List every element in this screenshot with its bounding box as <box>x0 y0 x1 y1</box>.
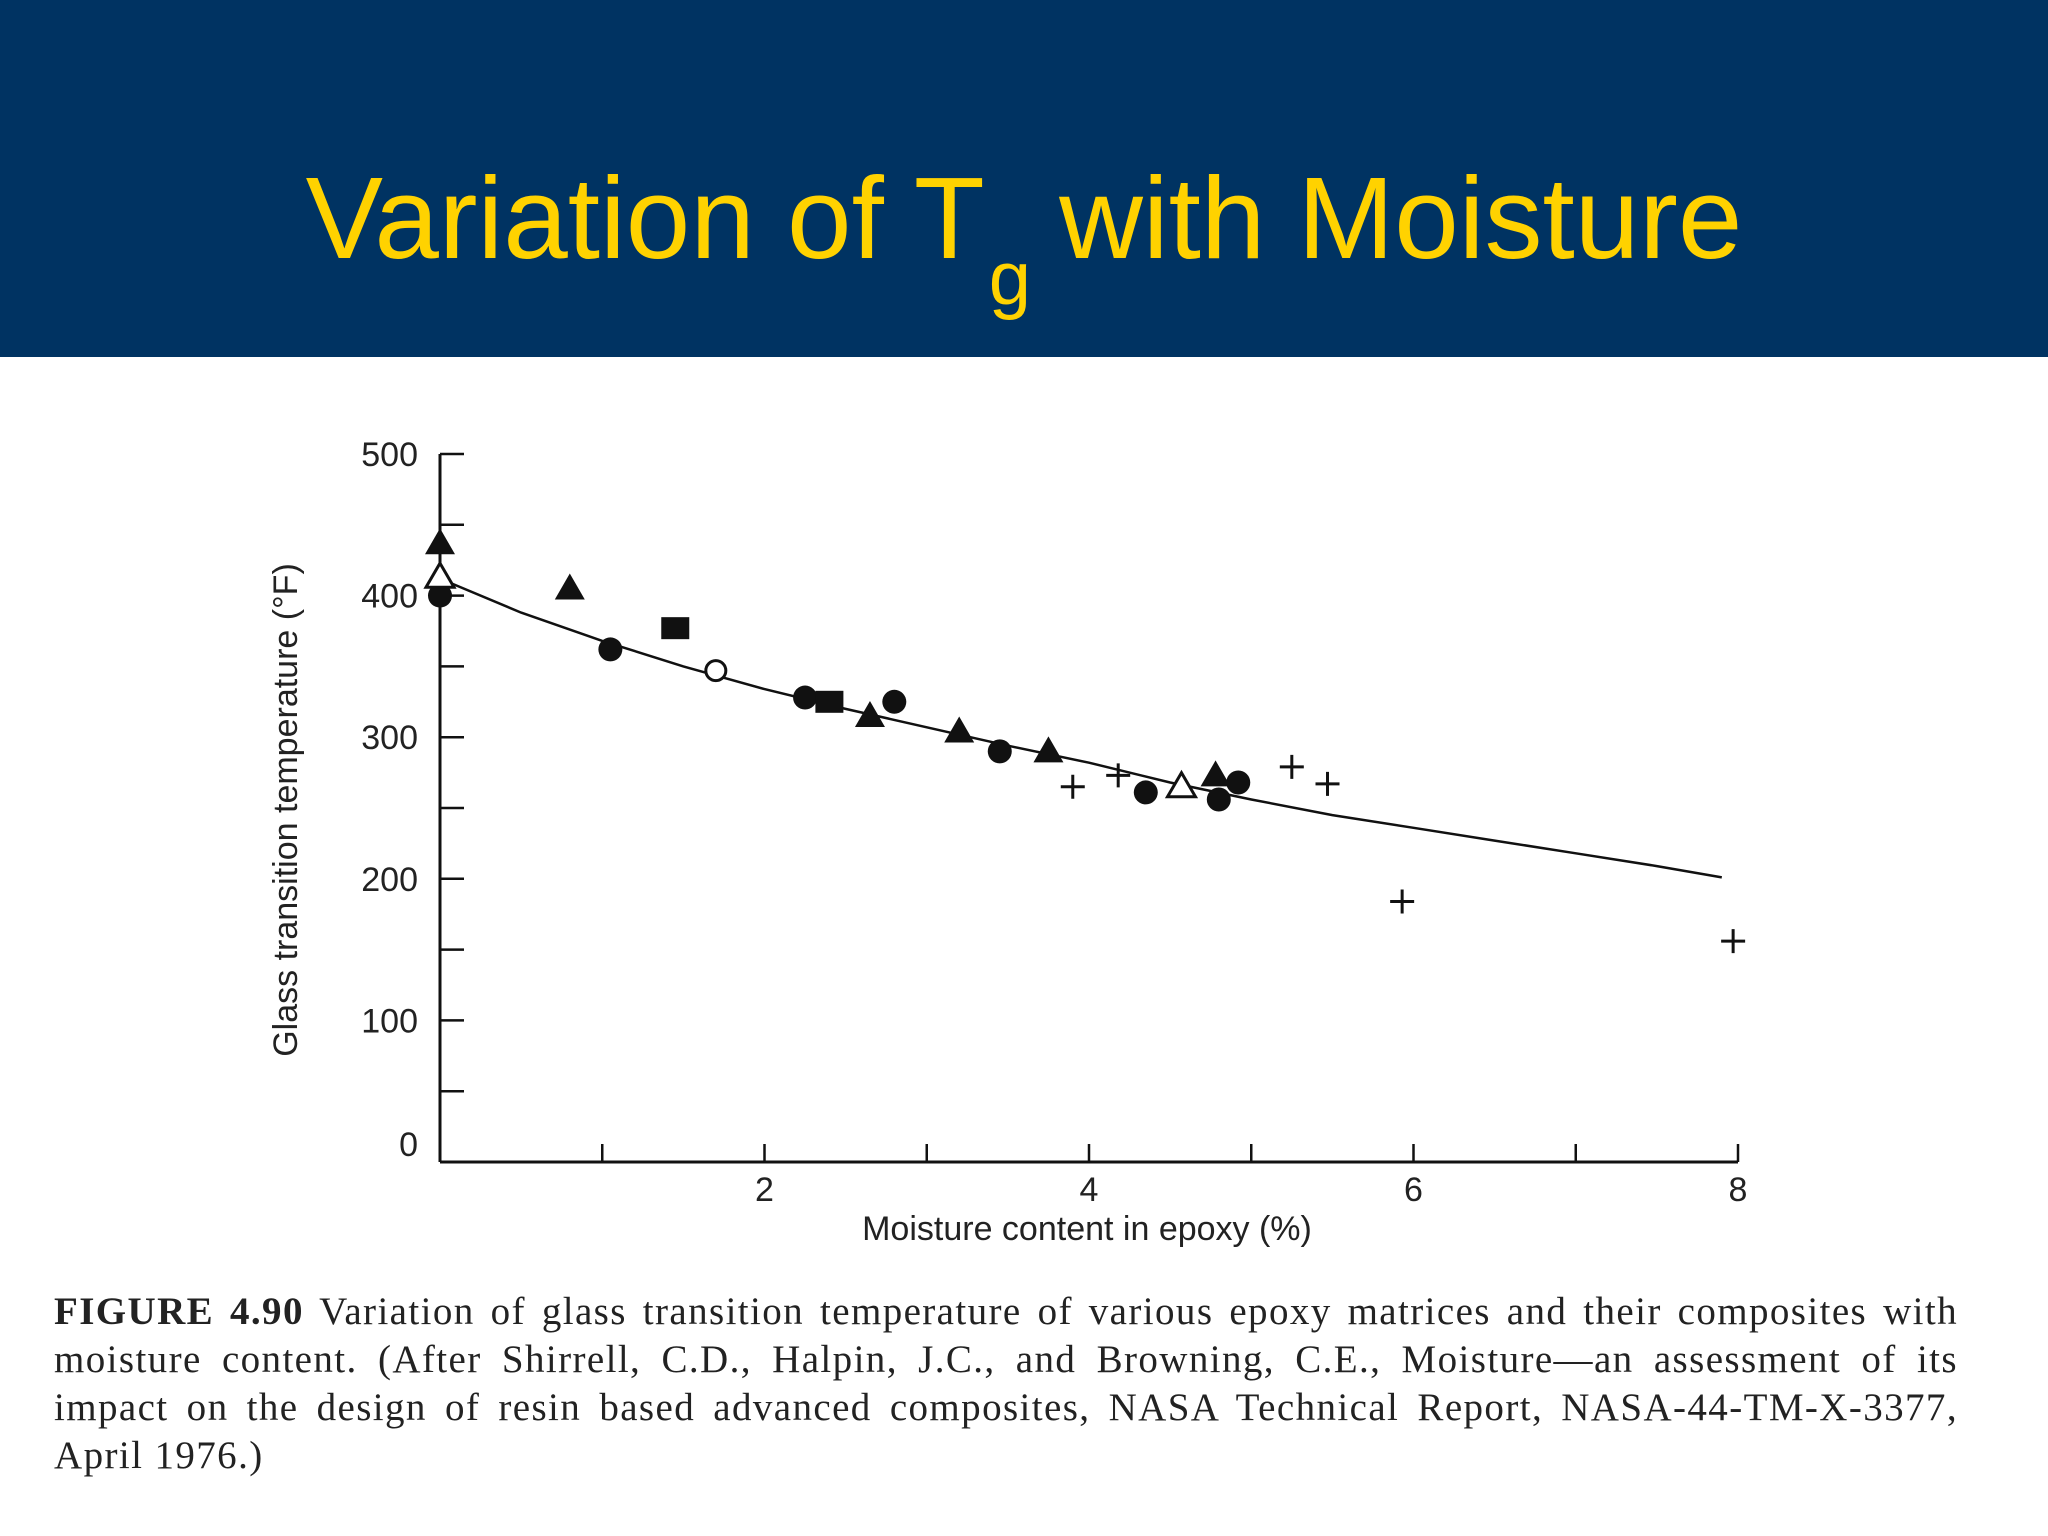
filled-square-marker <box>661 617 690 640</box>
slide-title-subscript: g <box>988 236 1032 321</box>
filled-triangle-marker <box>1033 736 1064 763</box>
fit-curve <box>439 577 1723 879</box>
plus-marker <box>1279 754 1304 779</box>
slide-title-main: Variation of T <box>305 153 985 283</box>
filled-circle-marker <box>882 689 907 714</box>
filled-circle-marker <box>1226 770 1251 795</box>
filled-circle-marker <box>987 739 1012 764</box>
filled-circle-marker <box>428 583 452 608</box>
figure-caption-text: Variation of glass transition temperatur… <box>54 1290 1959 1477</box>
slide-title: Variation of Tg with Moisture <box>0 148 2048 321</box>
y-tick-label: 400 <box>361 578 418 616</box>
filled-triangle-marker <box>554 573 585 600</box>
plus-marker <box>1106 763 1131 788</box>
filled-circle-marker <box>598 637 623 662</box>
filled-triangle-marker <box>854 700 885 727</box>
filled-circle-marker <box>1206 787 1231 812</box>
filled-circle-marker <box>1133 780 1158 805</box>
y-axis-label: Glass transition temperature (°F) <box>267 563 305 1057</box>
filled-triangle-marker <box>1200 760 1231 787</box>
y-tick-label: 200 <box>361 861 418 899</box>
y-tick-label: 0 <box>399 1126 418 1164</box>
y-tick-label: 500 <box>361 436 418 474</box>
y-tick-label: 300 <box>361 719 418 757</box>
x-tick-label: 2 <box>755 1171 774 1209</box>
filled-triangle-marker <box>425 528 455 555</box>
chart: 0 100 200 300 400 500 2 4 6 8 Glass transition te… <box>267 436 1747 1248</box>
x-tick-label: 6 <box>1404 1171 1423 1209</box>
filled-triangle-marker <box>944 716 975 743</box>
title-bar <box>0 0 2048 357</box>
slide-title-rest: with Moisture <box>1059 153 1743 283</box>
plus-marker <box>1721 929 1746 954</box>
open-circle-marker <box>704 659 728 683</box>
open-triangle-marker <box>423 560 457 589</box>
open-triangle-marker <box>1164 769 1199 799</box>
filled-square-marker <box>815 690 844 713</box>
x-tick-label: 8 <box>1729 1171 1748 1209</box>
filled-circle-marker <box>793 685 818 710</box>
plus-marker <box>1315 771 1340 796</box>
figure-label: FIGURE 4.90 <box>54 1290 304 1333</box>
x-axis-label: Moisture content in epoxy (%) <box>862 1210 1312 1248</box>
plus-marker <box>1390 889 1415 914</box>
figure-caption: FIGURE 4.90 Variation of glass transitio… <box>54 1288 1958 1480</box>
chart-axes: 0 100 200 300 400 500 2 4 6 8 <box>361 436 1747 1209</box>
y-tick-label: 100 <box>361 1002 418 1040</box>
plus-marker <box>1060 774 1085 799</box>
fit-curve-group <box>439 577 1723 879</box>
data-markers <box>423 528 1746 954</box>
x-tick-label: 4 <box>1080 1171 1099 1209</box>
